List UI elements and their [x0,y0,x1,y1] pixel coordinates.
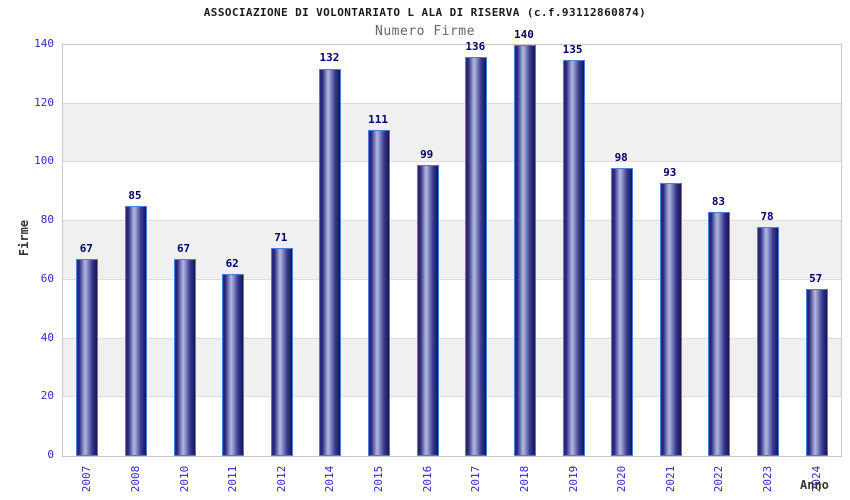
bar-2024 [805,288,828,456]
y-tick-label: 0 [47,448,54,461]
x-tick-label: 2023 [760,465,774,493]
bar-2008 [124,206,147,456]
bar-value-label: 140 [514,28,534,41]
y-tick-label: 100 [34,154,54,168]
bar-value-label: 62 [225,256,239,270]
bar-2017 [465,56,488,456]
x-tick-label: 2014 [322,465,336,493]
x-tick-label: 2021 [663,465,677,493]
bar-2010 [173,259,196,456]
bar-value-label: 135 [562,42,583,56]
bar-value-label: 83 [711,195,726,209]
bar-value-label: 136 [465,39,486,53]
bar-2014 [319,68,342,456]
bar-value-label: 71 [274,230,288,244]
gridline [63,220,841,222]
gridline [63,102,841,104]
x-tick-label: 2011 [225,465,239,493]
y-tick-label: 140 [34,37,54,50]
bar-2018 [513,45,536,456]
x-tick-label: 2015 [371,465,385,493]
bar-2019 [562,59,585,456]
x-axis-title: Anno [800,478,829,492]
bar-value-label: 67 [79,242,93,256]
x-tick-label: 2010 [177,465,191,493]
bar-2022 [708,212,731,456]
x-tick-label: 2020 [614,465,628,493]
gridline [63,396,841,398]
bar-value-label: 111 [368,113,388,127]
bar-2016 [416,165,439,456]
bar-value-label: 67 [176,242,191,256]
plot-band [63,103,841,163]
bar-2012 [270,247,293,456]
bar-value-label: 85 [128,189,142,203]
gridline [63,337,841,339]
bar-value-label: 93 [663,165,677,179]
bar-2021 [659,182,682,456]
x-tick-label: 2019 [566,465,580,493]
bar-2015 [368,130,391,456]
gridline [63,278,841,280]
x-tick-label: 2018 [517,465,531,493]
x-tick-label: 2017 [468,465,482,493]
bar-2020 [611,168,634,456]
y-tick-label: 120 [34,95,54,109]
bar-2011 [222,274,245,456]
y-tick-label: 80 [40,213,54,227]
bar-value-label: 98 [614,151,628,165]
x-tick-label: 2012 [274,465,288,493]
x-tick-label: 2022 [711,465,725,493]
y-tick-label: 40 [40,330,54,344]
bar-value-label: 99 [420,148,434,162]
x-tick-label: 2008 [128,465,142,493]
chart-title: ASSOCIAZIONE DI VOLONTARIATO L ALA DI RI… [203,6,647,19]
bar-2007 [76,259,99,456]
x-tick-label: 2016 [420,465,434,493]
bar-value-label: 57 [809,271,823,285]
bar-value-label: 78 [760,210,774,223]
bar-2023 [757,227,780,456]
x-tick-label: 2007 [79,465,93,493]
y-tick-label: 60 [40,271,54,285]
y-axis-title: Firme [17,219,31,257]
y-tick-label: 20 [40,389,54,403]
bar-value-label: 132 [319,51,340,65]
plot-area [62,44,842,457]
gridline [63,161,841,163]
chart-subtitle: Numero Firme [375,24,475,39]
